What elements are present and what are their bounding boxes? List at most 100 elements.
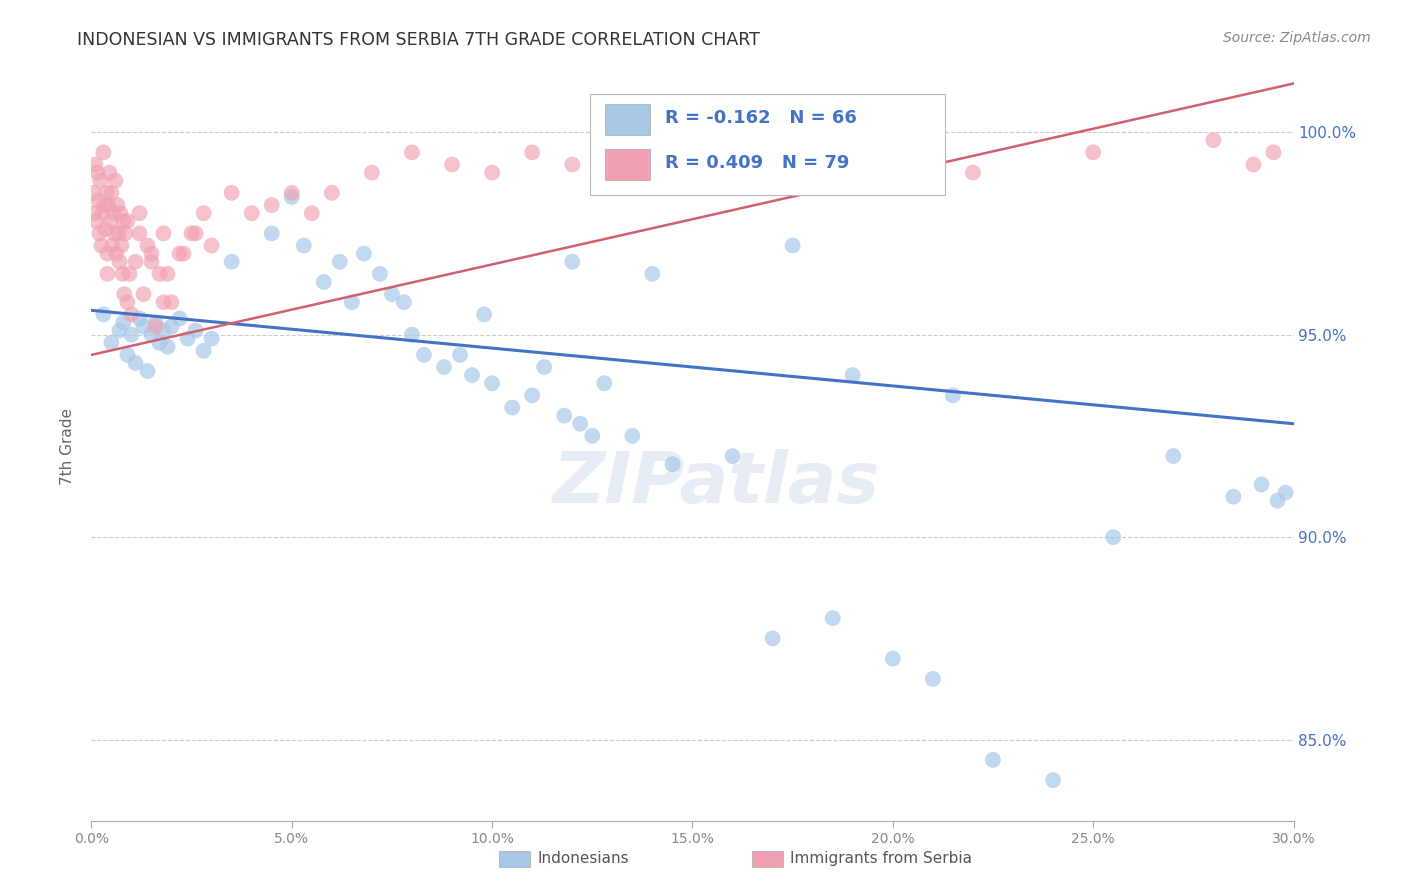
- Point: [321, 186, 343, 200]
- Point: [981, 753, 1004, 767]
- Point: [1083, 145, 1105, 160]
- Point: [152, 227, 174, 241]
- Point: [148, 335, 170, 350]
- Point: [721, 133, 744, 147]
- Point: [152, 295, 174, 310]
- Point: [96, 246, 118, 260]
- Point: [922, 672, 945, 686]
- Point: [84, 214, 107, 228]
- Point: [661, 457, 683, 471]
- Text: R = 0.409   N = 79: R = 0.409 N = 79: [665, 153, 849, 172]
- Point: [90, 238, 112, 252]
- Point: [501, 401, 523, 415]
- Point: [472, 307, 495, 321]
- Point: [110, 206, 132, 220]
- Point: [107, 198, 129, 212]
- Point: [160, 319, 183, 334]
- Point: [148, 267, 170, 281]
- Point: [141, 327, 163, 342]
- Point: [201, 238, 224, 252]
- Point: [128, 227, 150, 241]
- Point: [561, 254, 583, 268]
- Point: [841, 368, 863, 383]
- Point: [173, 246, 195, 260]
- Point: [193, 206, 215, 220]
- Point: [93, 198, 115, 212]
- Point: [962, 166, 984, 180]
- Point: [641, 145, 664, 160]
- Point: [401, 327, 423, 342]
- Point: [156, 340, 179, 354]
- Point: [1102, 530, 1125, 544]
- Point: [882, 651, 904, 665]
- Text: R = -0.162   N = 66: R = -0.162 N = 66: [665, 109, 856, 127]
- Point: [561, 157, 583, 171]
- Point: [1267, 493, 1289, 508]
- Point: [124, 254, 146, 268]
- Point: [1263, 145, 1285, 160]
- Point: [121, 307, 143, 321]
- Point: [103, 206, 125, 220]
- FancyBboxPatch shape: [605, 103, 651, 135]
- Point: [141, 254, 163, 268]
- Point: [107, 227, 129, 241]
- Text: Immigrants from Serbia: Immigrants from Serbia: [790, 852, 972, 866]
- Point: [87, 194, 110, 208]
- Point: [520, 388, 543, 402]
- Point: [104, 227, 127, 241]
- Point: [593, 376, 616, 391]
- Point: [193, 343, 215, 358]
- Point: [553, 409, 575, 423]
- Point: [128, 311, 150, 326]
- Text: Source: ZipAtlas.com: Source: ZipAtlas.com: [1223, 31, 1371, 45]
- Point: [117, 214, 139, 228]
- Point: [281, 186, 304, 200]
- Point: [145, 319, 167, 334]
- Point: [433, 359, 456, 374]
- Point: [260, 227, 283, 241]
- Point: [240, 206, 263, 220]
- Point: [1243, 157, 1265, 171]
- Point: [581, 429, 603, 443]
- Point: [101, 238, 124, 252]
- Point: [301, 206, 323, 220]
- Point: [117, 295, 139, 310]
- Text: INDONESIAN VS IMMIGRANTS FROM SERBIA 7TH GRADE CORRELATION CHART: INDONESIAN VS IMMIGRANTS FROM SERBIA 7TH…: [77, 31, 761, 49]
- Point: [89, 174, 111, 188]
- Point: [105, 246, 128, 260]
- Point: [401, 145, 423, 160]
- Point: [118, 267, 141, 281]
- Point: [721, 449, 744, 463]
- Point: [98, 166, 121, 180]
- Point: [520, 145, 543, 160]
- Y-axis label: 7th Grade: 7th Grade: [60, 408, 76, 484]
- Point: [124, 356, 146, 370]
- Point: [100, 214, 122, 228]
- Point: [94, 222, 117, 236]
- Point: [368, 267, 391, 281]
- Point: [132, 319, 155, 334]
- Point: [381, 287, 404, 301]
- Point: [782, 238, 804, 252]
- Point: [260, 198, 283, 212]
- Point: [93, 145, 115, 160]
- Point: [221, 186, 243, 200]
- Point: [141, 246, 163, 260]
- Point: [100, 186, 122, 200]
- Point: [108, 254, 131, 268]
- Point: [602, 166, 624, 180]
- Point: [1250, 477, 1272, 491]
- Point: [136, 238, 159, 252]
- Point: [353, 246, 375, 260]
- Point: [533, 359, 555, 374]
- Point: [292, 238, 315, 252]
- Point: [392, 295, 415, 310]
- Point: [169, 311, 191, 326]
- Point: [145, 316, 167, 330]
- Point: [481, 166, 503, 180]
- Point: [312, 275, 335, 289]
- Point: [93, 307, 115, 321]
- Point: [481, 376, 503, 391]
- Point: [128, 206, 150, 220]
- Point: [96, 267, 118, 281]
